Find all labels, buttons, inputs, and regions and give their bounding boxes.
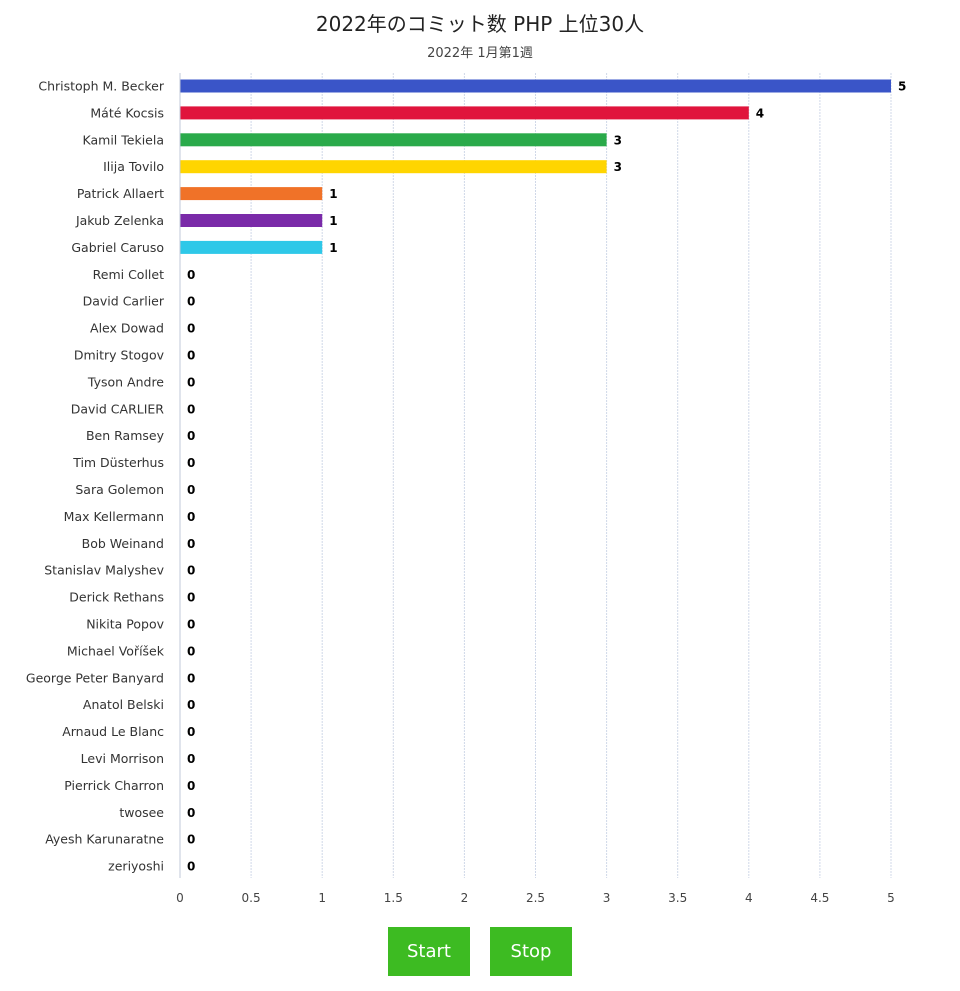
data-label: 0 xyxy=(187,349,195,363)
chart-subtitle: 2022年 1月第1週 xyxy=(427,46,533,61)
category-label: Levi Morrison xyxy=(81,751,164,766)
category-label: Derick Rethans xyxy=(69,590,164,605)
playback-controls: Start Stop xyxy=(0,927,960,976)
bar xyxy=(180,240,323,254)
data-label: 0 xyxy=(187,322,195,336)
data-label: 0 xyxy=(187,510,195,524)
x-tick-label: 1.5 xyxy=(384,891,403,905)
category-label: Arnaud Le Blanc xyxy=(62,724,164,739)
bar-chart: 0 0.5 1 1.5 2 2.5 3 3.5 4 4.5 5 Christoph M. Becker… xyxy=(26,73,906,905)
category-label: Alex Dowad xyxy=(90,321,164,336)
bar xyxy=(180,187,323,201)
data-label: 4 xyxy=(756,106,764,120)
category-label: Christoph M. Becker xyxy=(38,79,165,94)
category-label: Michael Voříšek xyxy=(67,643,165,658)
chart-title: 2022年のコミット数 PHP 上位30人 xyxy=(315,12,645,36)
category-label: Anatol Belski xyxy=(83,697,164,712)
bar xyxy=(180,133,607,147)
x-tick-label: 1 xyxy=(318,891,326,905)
data-label: 0 xyxy=(187,779,195,793)
category-label: Ilija Tovilo xyxy=(103,159,164,174)
data-label: 0 xyxy=(187,537,195,551)
data-label: 0 xyxy=(187,429,195,443)
data-label: 0 xyxy=(187,833,195,847)
data-label: 3 xyxy=(614,133,622,147)
category-label: Tim Düsterhus xyxy=(72,455,164,470)
category-label: Stanislav Malyshev xyxy=(44,563,164,578)
data-label: 0 xyxy=(187,295,195,309)
category-label: Patrick Allaert xyxy=(77,186,164,201)
x-tick-label: 0.5 xyxy=(242,891,261,905)
data-label: 5 xyxy=(898,80,906,94)
category-label: George Peter Banyard xyxy=(26,670,164,685)
x-tick-label: 4.5 xyxy=(810,891,829,905)
category-label: Sara Golemon xyxy=(75,482,164,497)
data-label: 0 xyxy=(187,752,195,766)
category-label: David CARLIER xyxy=(71,401,165,416)
data-label: 0 xyxy=(187,564,195,578)
category-label: twosee xyxy=(119,805,164,820)
stop-button[interactable]: Stop xyxy=(490,927,572,976)
data-label: 0 xyxy=(187,671,195,685)
data-label: 0 xyxy=(187,618,195,632)
category-label: Kamil Tekiela xyxy=(83,132,164,147)
category-label: Ayesh Karunaratne xyxy=(45,832,164,847)
category-label: David Carlier xyxy=(83,294,165,309)
bar xyxy=(180,106,749,120)
data-label: 0 xyxy=(187,806,195,820)
data-label: 1 xyxy=(329,187,337,201)
data-label: 0 xyxy=(187,402,195,416)
category-label: Dmitry Stogov xyxy=(74,348,165,363)
data-label: 0 xyxy=(187,375,195,389)
data-label: 3 xyxy=(614,160,622,174)
data-label: 0 xyxy=(187,725,195,739)
data-label: 0 xyxy=(187,591,195,605)
x-tick-label: 2.5 xyxy=(526,891,545,905)
category-label: Max Kellermann xyxy=(64,509,164,524)
data-label: 1 xyxy=(329,214,337,228)
x-tick-label: 0 xyxy=(176,891,184,905)
category-label: zeriyoshi xyxy=(108,859,164,874)
data-label: 1 xyxy=(329,241,337,255)
data-label: 0 xyxy=(187,698,195,712)
data-label: 0 xyxy=(187,456,195,470)
x-tick-label: 4 xyxy=(745,891,753,905)
category-label: Remi Collet xyxy=(93,267,164,282)
category-label: Nikita Popov xyxy=(86,617,164,632)
x-tick-label: 3 xyxy=(603,891,611,905)
start-button[interactable]: Start xyxy=(388,927,470,976)
category-label: Máté Kocsis xyxy=(90,105,164,120)
category-label: Gabriel Caruso xyxy=(71,240,164,255)
category-label: Pierrick Charron xyxy=(64,778,164,793)
data-label: 0 xyxy=(187,644,195,658)
x-tick-label: 2 xyxy=(461,891,469,905)
bar xyxy=(180,214,323,227)
category-label: Jakub Zelenka xyxy=(75,213,164,228)
data-label: 0 xyxy=(187,860,195,874)
category-label: Bob Weinand xyxy=(82,536,164,551)
category-label: Tyson Andre xyxy=(87,374,164,389)
data-label: 0 xyxy=(187,268,195,282)
bar xyxy=(180,160,607,174)
x-tick-label: 3.5 xyxy=(668,891,687,905)
x-tick-label: 5 xyxy=(887,891,895,905)
category-label: Ben Ramsey xyxy=(86,428,165,443)
bar xyxy=(180,79,891,93)
data-label: 0 xyxy=(187,483,195,497)
